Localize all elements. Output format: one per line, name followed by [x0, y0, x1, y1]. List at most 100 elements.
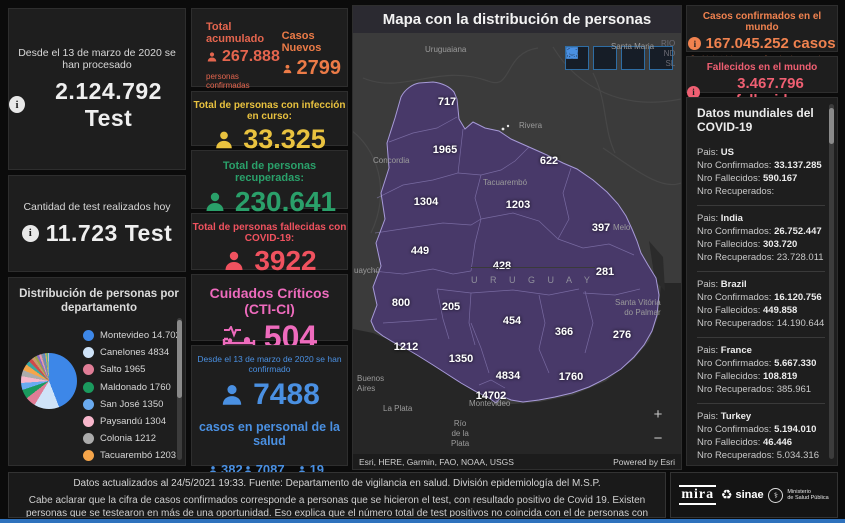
- accumulated-title: Total acumulado: [206, 21, 265, 45]
- map-place-label: U R U G U A Y: [471, 267, 595, 294]
- legend-label: Tacuarembó 1203: [100, 450, 177, 462]
- legend-color-dot: [83, 433, 94, 445]
- map-value-montevideo: 14702: [475, 390, 507, 402]
- distribution-pie-chart: [21, 353, 77, 409]
- ministry-emblem-icon: ⚕: [768, 487, 784, 503]
- map-attribution: Esri, HERE, Garmin, FAO, NOAA, USGS: [359, 456, 514, 467]
- world-data-title: Datos mundiales del COVID-19: [697, 106, 814, 134]
- map-place-label: Tacuarembó: [483, 178, 528, 187]
- map-place-label: Uruguaiana: [425, 45, 467, 54]
- world-cases-title: Casos confirmados en el mundo: [702, 11, 822, 33]
- legend-label: Montevideo 14.702: [100, 330, 181, 342]
- zoom-in-button[interactable]: +: [647, 403, 669, 425]
- legend-item: Maldonado 1760: [83, 379, 181, 396]
- legend-color-dot: [83, 330, 94, 342]
- map-place-label: Rivera: [519, 121, 543, 130]
- world-cases-card: Casos confirmados en el mundo i 167.045.…: [686, 5, 838, 68]
- disclaimer-text: Cabe aclarar que la cifra de casos confi…: [25, 495, 649, 518]
- health-personnel-label: Desde el 13 de marzo de 2020 se han conf…: [197, 354, 342, 374]
- map-value-rocha: 276: [612, 329, 632, 341]
- recovered-value: 230.641: [234, 186, 337, 217]
- uruguay-map: [353, 33, 681, 454]
- active-cases-title: Total de personas con infección en curso…: [193, 100, 346, 122]
- map-value-treinta-y-tres: 281: [595, 266, 615, 278]
- legend-label: Maldonado 1760: [100, 381, 171, 393]
- legend-item: San José 1350: [83, 396, 181, 413]
- legend-item: Paysandú 1304: [83, 413, 181, 430]
- map-value-san-josé: 1350: [448, 353, 474, 365]
- bottom-accent-line: [0, 519, 845, 523]
- info-icon: i: [687, 85, 700, 99]
- map-value-colonia: 1212: [393, 341, 419, 353]
- mira-logo: mira: [679, 485, 717, 505]
- map-canvas[interactable]: + − 717 1965 622 1304 1203 397 449 428 281 800 205…: [353, 33, 681, 454]
- legend-button[interactable]: [566, 46, 617, 70]
- country-block: Pais: India Nro Confirmados: 26.752.447 Nr…: [697, 205, 825, 271]
- map-value-flores: 205: [441, 301, 461, 313]
- minus-icon: −: [653, 429, 663, 447]
- world-deaths-card: Fallecidos en el mundo i 3.467.796 falle…: [686, 56, 838, 125]
- map-value-rivera: 622: [539, 155, 559, 167]
- world-data-scrollbar-thumb[interactable]: [829, 108, 834, 144]
- new-cases-title: Casos Nuevos: [281, 30, 322, 54]
- ministry-logo: ⚕ Ministerio de Salud Pública: [768, 487, 829, 503]
- info-icon: i: [688, 37, 702, 50]
- person-icon: [206, 192, 224, 211]
- country-block: Pais: France Nro Confirmados: 5.667.330 Nr…: [697, 337, 825, 403]
- map-value-cerro-largo: 397: [591, 222, 611, 234]
- active-cases-value: 33.325: [243, 124, 326, 154]
- country-list: Pais: US Nro Confirmados: 33.137.285 Nro F…: [697, 140, 825, 465]
- accumulated-card: Total acumulado 267.888 personas confirm…: [191, 8, 348, 90]
- deaths-value: 3922: [254, 245, 317, 276]
- department-distribution-card: Distribución de personas por departament…: [8, 277, 186, 466]
- health-personnel-subtitle: casos en personal de la salud: [198, 420, 341, 448]
- legend-color-dot: [83, 398, 94, 410]
- legend-scrollbar-thumb[interactable]: [177, 320, 182, 398]
- world-data-card: Datos mundiales del COVID-19 Pais: US Nro…: [686, 97, 838, 466]
- map-value-salto: 1965: [432, 144, 458, 156]
- map-place-label: La Plata: [383, 404, 413, 413]
- deaths-title: Total de personas fallecidas con COVID-1…: [192, 222, 347, 244]
- distribution-title: Distribución de personas por departament…: [19, 288, 179, 314]
- country-block: Pais: US Nro Confirmados: 33.137.285 Nro F…: [697, 147, 822, 197]
- legend-label: Colonia 1212: [100, 433, 156, 445]
- tests-processed-value: 2.124.792 Test: [55, 77, 162, 131]
- map-toolbar: [565, 46, 673, 70]
- map-place-label: Santa Maria: [611, 42, 655, 51]
- health-personnel-card: Desde el 13 de marzo de 2020 se han conf…: [191, 345, 348, 494]
- world-deaths-title: Fallecidos en el mundo: [706, 62, 818, 73]
- map-place-label: Santa Vitória do Palmar: [615, 298, 661, 317]
- info-icon: i: [21, 224, 39, 242]
- legend-color-dot: [83, 364, 94, 376]
- map-value-paysandú: 1304: [413, 196, 439, 208]
- map-place-label: Buenos Aires: [357, 374, 385, 393]
- zoom-out-button[interactable]: −: [647, 427, 669, 449]
- basemap-button[interactable]: [566, 46, 673, 70]
- legend-label: Paysandú 1304: [100, 416, 167, 428]
- map-place-label: uaychú: [354, 266, 380, 275]
- person-icon: [222, 385, 242, 405]
- plus-icon: +: [653, 405, 663, 423]
- map-value-soriano: 800: [391, 297, 411, 309]
- layers-button[interactable]: [565, 46, 645, 70]
- legend-item: Salto 1965: [83, 361, 181, 378]
- legend-scrollbar[interactable]: [177, 318, 182, 460]
- critical-care-card: Cuidados Críticos (CTI-CI) 504: [191, 274, 348, 355]
- tests-today-value: 11.723 Test: [45, 219, 173, 246]
- world-data-scrollbar[interactable]: [829, 104, 834, 459]
- powered-by-esri: Powered by Esri: [613, 456, 675, 467]
- tests-today-card: Cantidad de test realizados hoy i 11.723…: [8, 175, 186, 272]
- map-place-label: Montevideo: [469, 399, 511, 408]
- department-legend: Montevideo 14.702 Canelones 4834 Salto 196…: [83, 327, 181, 465]
- map-place-label: Melo: [613, 223, 631, 232]
- recovered-title: Total de personas recuperadas:: [222, 160, 317, 184]
- health-personnel-value: 7488: [253, 378, 320, 411]
- map-value-lavalleja: 366: [554, 326, 574, 338]
- legend-label: San José 1350: [100, 398, 164, 410]
- map-place-label: RIO ND SL: [661, 39, 676, 68]
- legend-label: Salto 1965: [100, 364, 146, 376]
- map-card: Mapa con la distribución de personas: [352, 5, 682, 470]
- tests-processed-label: Desde el 13 de marzo de 2020 se han proc…: [18, 46, 176, 71]
- tests-processed-card: Desde el 13 de marzo de 2020 se han proc…: [8, 8, 186, 170]
